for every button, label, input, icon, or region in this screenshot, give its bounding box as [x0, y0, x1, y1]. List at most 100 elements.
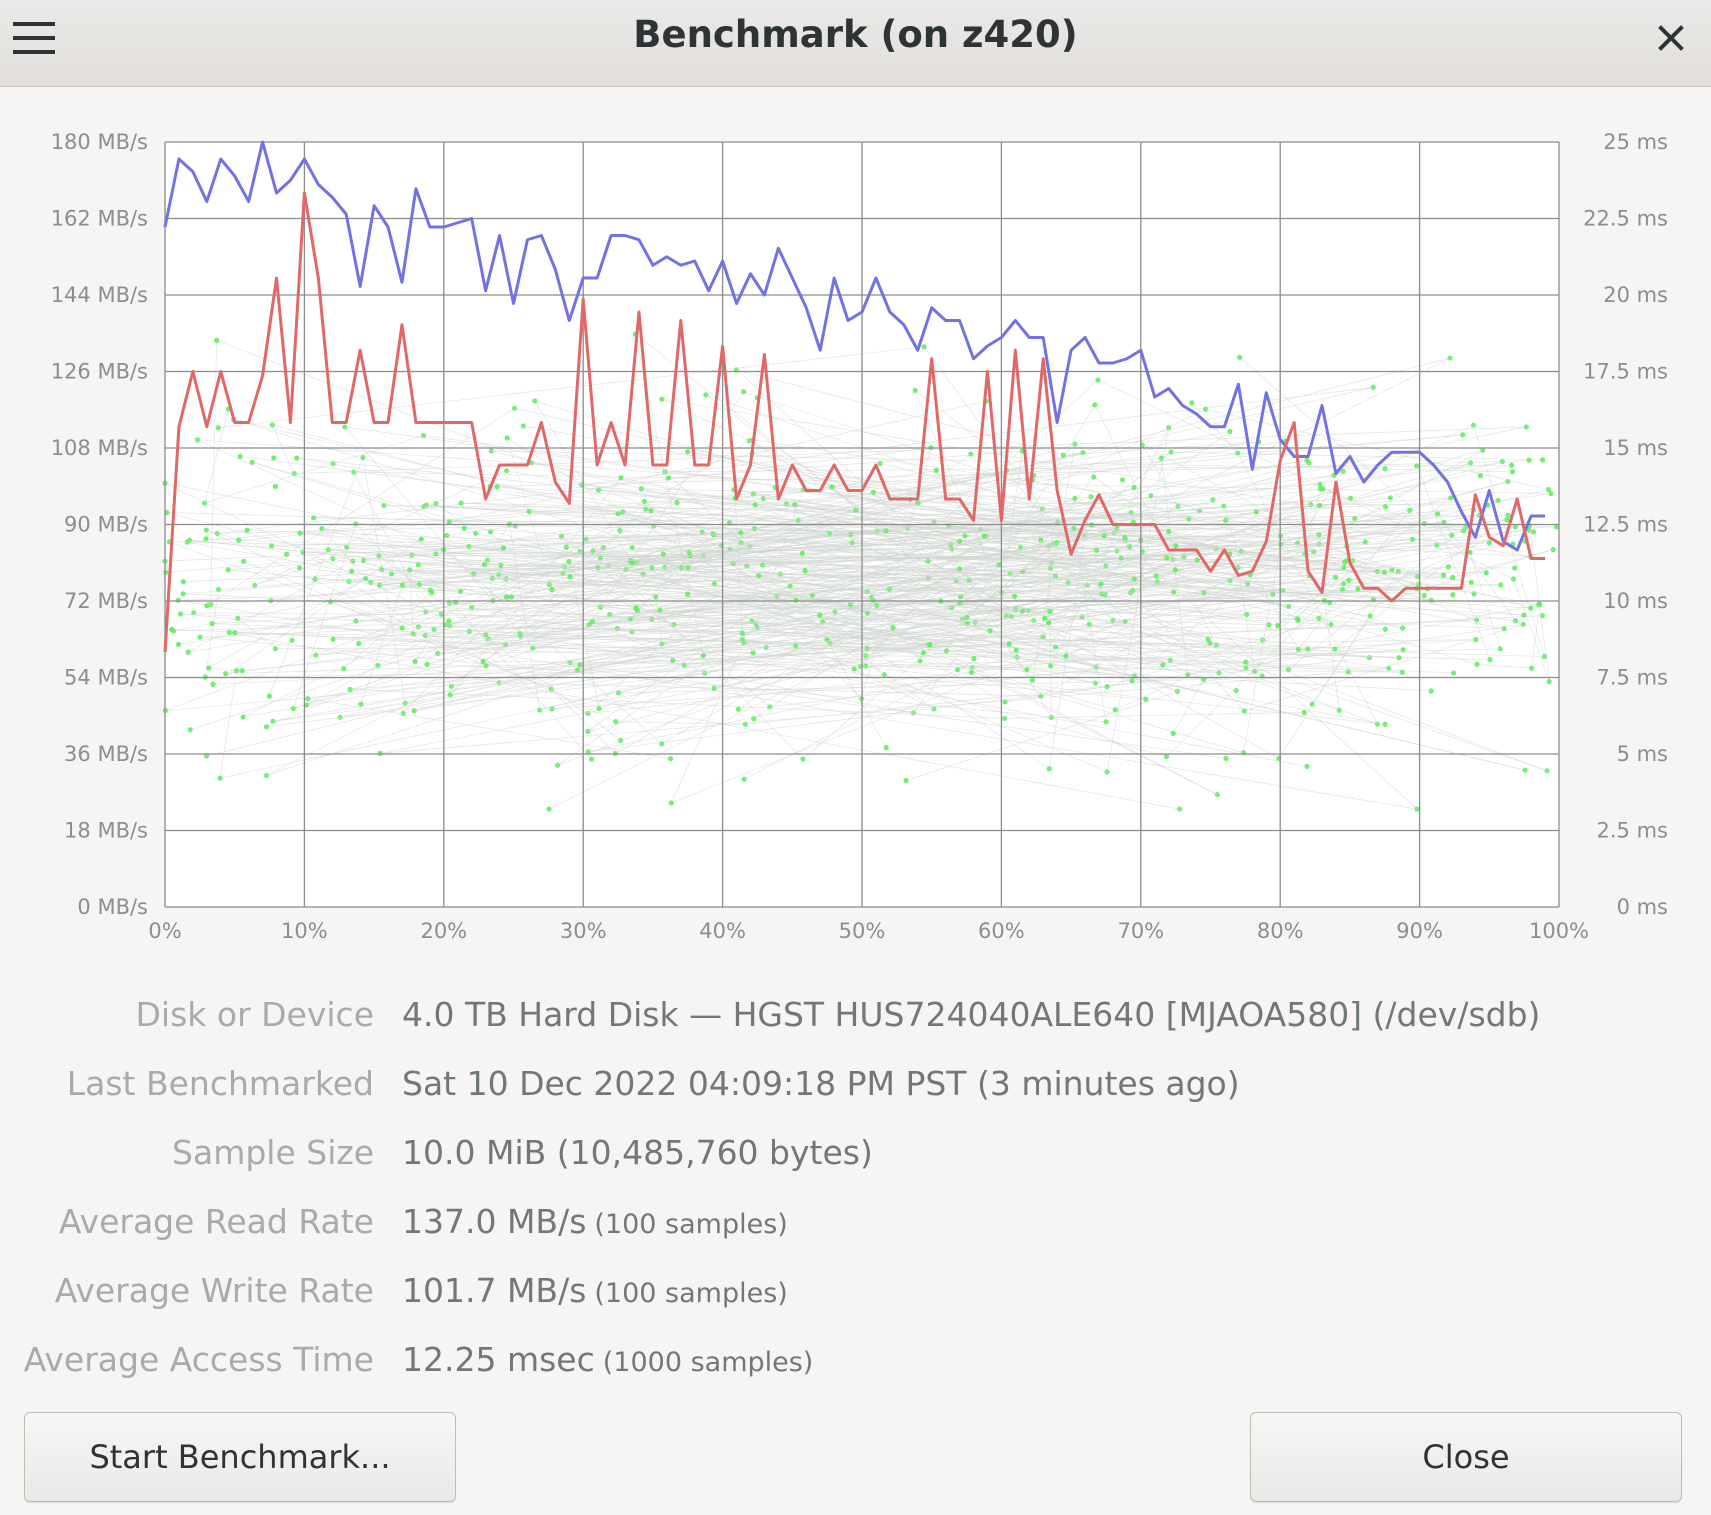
access-seek-line: [307, 698, 671, 760]
access-time-point: [1304, 763, 1310, 770]
access-seek-line: [622, 511, 742, 543]
access-seek-line: [414, 527, 1117, 712]
close-window-button[interactable]: [1645, 12, 1697, 64]
access-seek-line: [272, 424, 295, 474]
access-seek-line: [299, 567, 1010, 645]
access-seek-line: [484, 557, 1167, 566]
benchmark-chart: 0 MB/s 18 MB/s 36 MB/s 54 MB/s 72 MB/s 90 MB/…: [0, 120, 1711, 950]
access-seek-line: [229, 601, 456, 633]
access-seek-line: [588, 544, 1437, 626]
x-tick-label: 90%: [1396, 919, 1443, 943]
access-seek-line: [1121, 557, 1478, 665]
access-time-point: [665, 475, 672, 481]
access-seek-line: [660, 535, 1105, 611]
access-time-point: [204, 602, 210, 609]
access-seek-line: [402, 522, 1444, 586]
info-value: 10.0 MiB (10,485,760 bytes): [402, 1133, 873, 1172]
info-value-main: 12.25 msec: [402, 1340, 595, 1379]
access-time-point: [1119, 477, 1126, 483]
access-time-point: [1414, 806, 1420, 812]
access-time-point: [799, 550, 805, 556]
rate-lines: [163, 140, 1546, 653]
access-seek-line: [568, 553, 1230, 562]
y-left-tick-label: 162 MB/s: [51, 207, 148, 231]
access-seek-line: [661, 398, 1464, 532]
access-time-point: [177, 611, 184, 617]
access-seek-line: [187, 560, 353, 653]
axis-tick-labels: 0 MB/s 18 MB/s 36 MB/s 54 MB/s 72 MB/s 90 MB/…: [51, 130, 1668, 943]
access-time-point: [921, 344, 927, 350]
access-time-point: [1474, 661, 1480, 667]
access-time-point: [1355, 586, 1361, 592]
access-seek-line: [1106, 549, 1554, 687]
access-seek-line: [577, 595, 1015, 671]
info-row-sample-size: Sample Size 10.0 MiB (10,485,760 bytes): [0, 1118, 1711, 1187]
access-seek-line: [587, 610, 1050, 732]
chart-grid: [164, 141, 1560, 908]
access-time-point: [244, 527, 250, 533]
access-time-point: [1176, 806, 1183, 812]
access-seek-line: [557, 539, 1141, 766]
access-seek-line: [1142, 545, 1176, 553]
read-rate-line: [163, 140, 1546, 552]
access-time-point: [1509, 469, 1516, 475]
y-right-tick-label: 12.5 ms: [1583, 513, 1668, 537]
access-seek-line: [1205, 408, 1549, 490]
access-time-point: [1103, 719, 1109, 725]
access-seek-line: [449, 400, 987, 523]
info-value: 101.7 MB/s (100 samples): [402, 1271, 788, 1310]
access-seek-line: [218, 346, 925, 429]
access-seek-line: [425, 635, 1432, 692]
access-seek-line: [204, 589, 219, 678]
access-seek-line: [234, 632, 930, 646]
access-seek-line: [353, 471, 427, 612]
info-label: Disk or Device: [135, 995, 374, 1034]
access-seek-line: [212, 623, 1403, 673]
access-seek-line: [935, 470, 1023, 612]
start-benchmark-button[interactable]: Start Benchmark...: [24, 1412, 456, 1502]
y-left-tick-label: 144 MB/s: [51, 283, 148, 307]
access-time-point: [1487, 657, 1493, 663]
access-seek-line: [557, 600, 797, 766]
access-time-point: [931, 706, 937, 712]
access-seek-line: [743, 391, 1343, 590]
access-seek-line: [568, 561, 600, 709]
access-time-point: [853, 507, 859, 513]
access-time-point: [235, 615, 241, 621]
access-time-point: [1275, 622, 1281, 629]
access-time-point: [1054, 540, 1060, 546]
access-time-point: [903, 777, 909, 784]
access-time-point: [215, 425, 221, 431]
access-time-point: [1024, 667, 1030, 673]
access-time-point: [1530, 529, 1537, 535]
y-left-tick-label: 36 MB/s: [64, 742, 148, 766]
access-time-point: [237, 453, 243, 459]
benchmark-chart-svg: 0 MB/s 18 MB/s 36 MB/s 54 MB/s 72 MB/s 90 MB/…: [51, 130, 1668, 943]
access-time-point: [1320, 486, 1326, 492]
access-seek-line: [1097, 379, 1514, 580]
access-time-point: [1174, 688, 1181, 694]
access-seek-line: [1026, 539, 1142, 670]
access-seek-line: [379, 459, 1530, 586]
access-seek-line: [350, 688, 1005, 719]
access-seek-line: [204, 435, 424, 504]
access-seek-line: [1172, 679, 1204, 734]
access-time-point: [1526, 457, 1532, 463]
access-time-point: [175, 641, 182, 648]
info-value-samples: (1000 samples): [602, 1347, 814, 1378]
access-time-point: [446, 618, 452, 624]
access-seek-line: [183, 535, 965, 595]
access-seek-line: [663, 553, 1531, 609]
close-button[interactable]: Close: [1250, 1412, 1682, 1502]
access-seek-line: [351, 567, 688, 572]
access-seek-line: [668, 450, 1023, 479]
access-seek-line: [344, 426, 521, 634]
access-seek-line: [252, 461, 1116, 711]
access-seek-line: [234, 632, 754, 654]
access-seek-line: [180, 613, 1399, 659]
menu-button[interactable]: [8, 12, 60, 64]
access-seek-line: [664, 471, 791, 587]
access-seek-line: [1277, 497, 1451, 626]
access-time-point: [226, 629, 233, 636]
info-row-last-benchmarked: Last Benchmarked Sat 10 Dec 2022 04:09:1…: [0, 1049, 1711, 1118]
